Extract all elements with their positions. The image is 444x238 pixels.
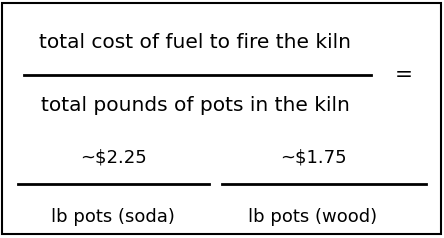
Text: lb pots (wood): lb pots (wood) — [249, 208, 377, 226]
Text: ~$1.75: ~$1.75 — [280, 148, 346, 166]
Text: total pounds of pots in the kiln: total pounds of pots in the kiln — [41, 96, 350, 115]
Text: total cost of fuel to fire the kiln: total cost of fuel to fire the kiln — [40, 33, 351, 52]
Text: lb pots (soda): lb pots (soda) — [52, 208, 175, 226]
Text: ~$2.25: ~$2.25 — [80, 148, 147, 166]
Text: =: = — [395, 65, 413, 85]
